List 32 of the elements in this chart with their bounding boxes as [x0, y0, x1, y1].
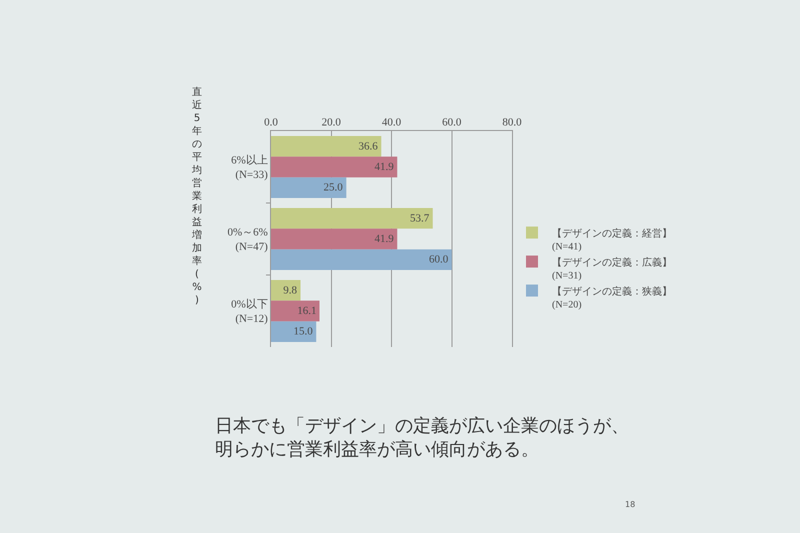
- y-tick-label: 0%以下 (N=12): [231, 298, 268, 325]
- text: 直近5年の平均営業利益増加率(%): [192, 87, 202, 306]
- data-label: 53.7: [410, 212, 430, 224]
- y-tick-label: 0%～6% (N=47): [227, 226, 268, 253]
- x-tick-label: 0.0: [264, 116, 278, 129]
- bar: [271, 156, 398, 178]
- bar: [271, 136, 382, 157]
- data-label: 41.9: [374, 161, 394, 173]
- legend-label: 【デザインの定義：広義】 (N=31): [552, 256, 672, 282]
- bar: [271, 228, 398, 250]
- data-label: 15.0: [293, 326, 314, 338]
- x-tick-label: 60.0: [442, 116, 462, 129]
- bar: [271, 177, 346, 198]
- data-label: 41.9: [374, 233, 394, 245]
- legend-label: 【デザインの定義：経営】 (N=41): [552, 227, 672, 252]
- data-label: 36.6: [358, 140, 378, 152]
- data-label: 25.0: [324, 182, 344, 194]
- data-label: 9.8: [283, 284, 298, 296]
- bar: [271, 249, 452, 270]
- legend-label: 【デザインの定義：狭義】 (N=20): [552, 285, 672, 310]
- y-tick-label: 6%以上 (N=33): [231, 154, 268, 181]
- bar: [271, 280, 301, 301]
- text: 18: [625, 500, 636, 509]
- text: 日本でも「デザイン」の定義が広い企業のほうが、明らかに営業利益率が高い傾向がある。: [215, 416, 629, 460]
- data-label: 16.1: [297, 305, 316, 317]
- bar: [271, 321, 316, 342]
- x-tick-label: 80.0: [502, 116, 522, 129]
- bar: [271, 300, 320, 322]
- x-tick-label: 40.0: [382, 116, 402, 129]
- bar: [271, 208, 433, 229]
- data-label: 60.0: [429, 254, 449, 266]
- x-tick-label: 20.0: [322, 116, 342, 129]
